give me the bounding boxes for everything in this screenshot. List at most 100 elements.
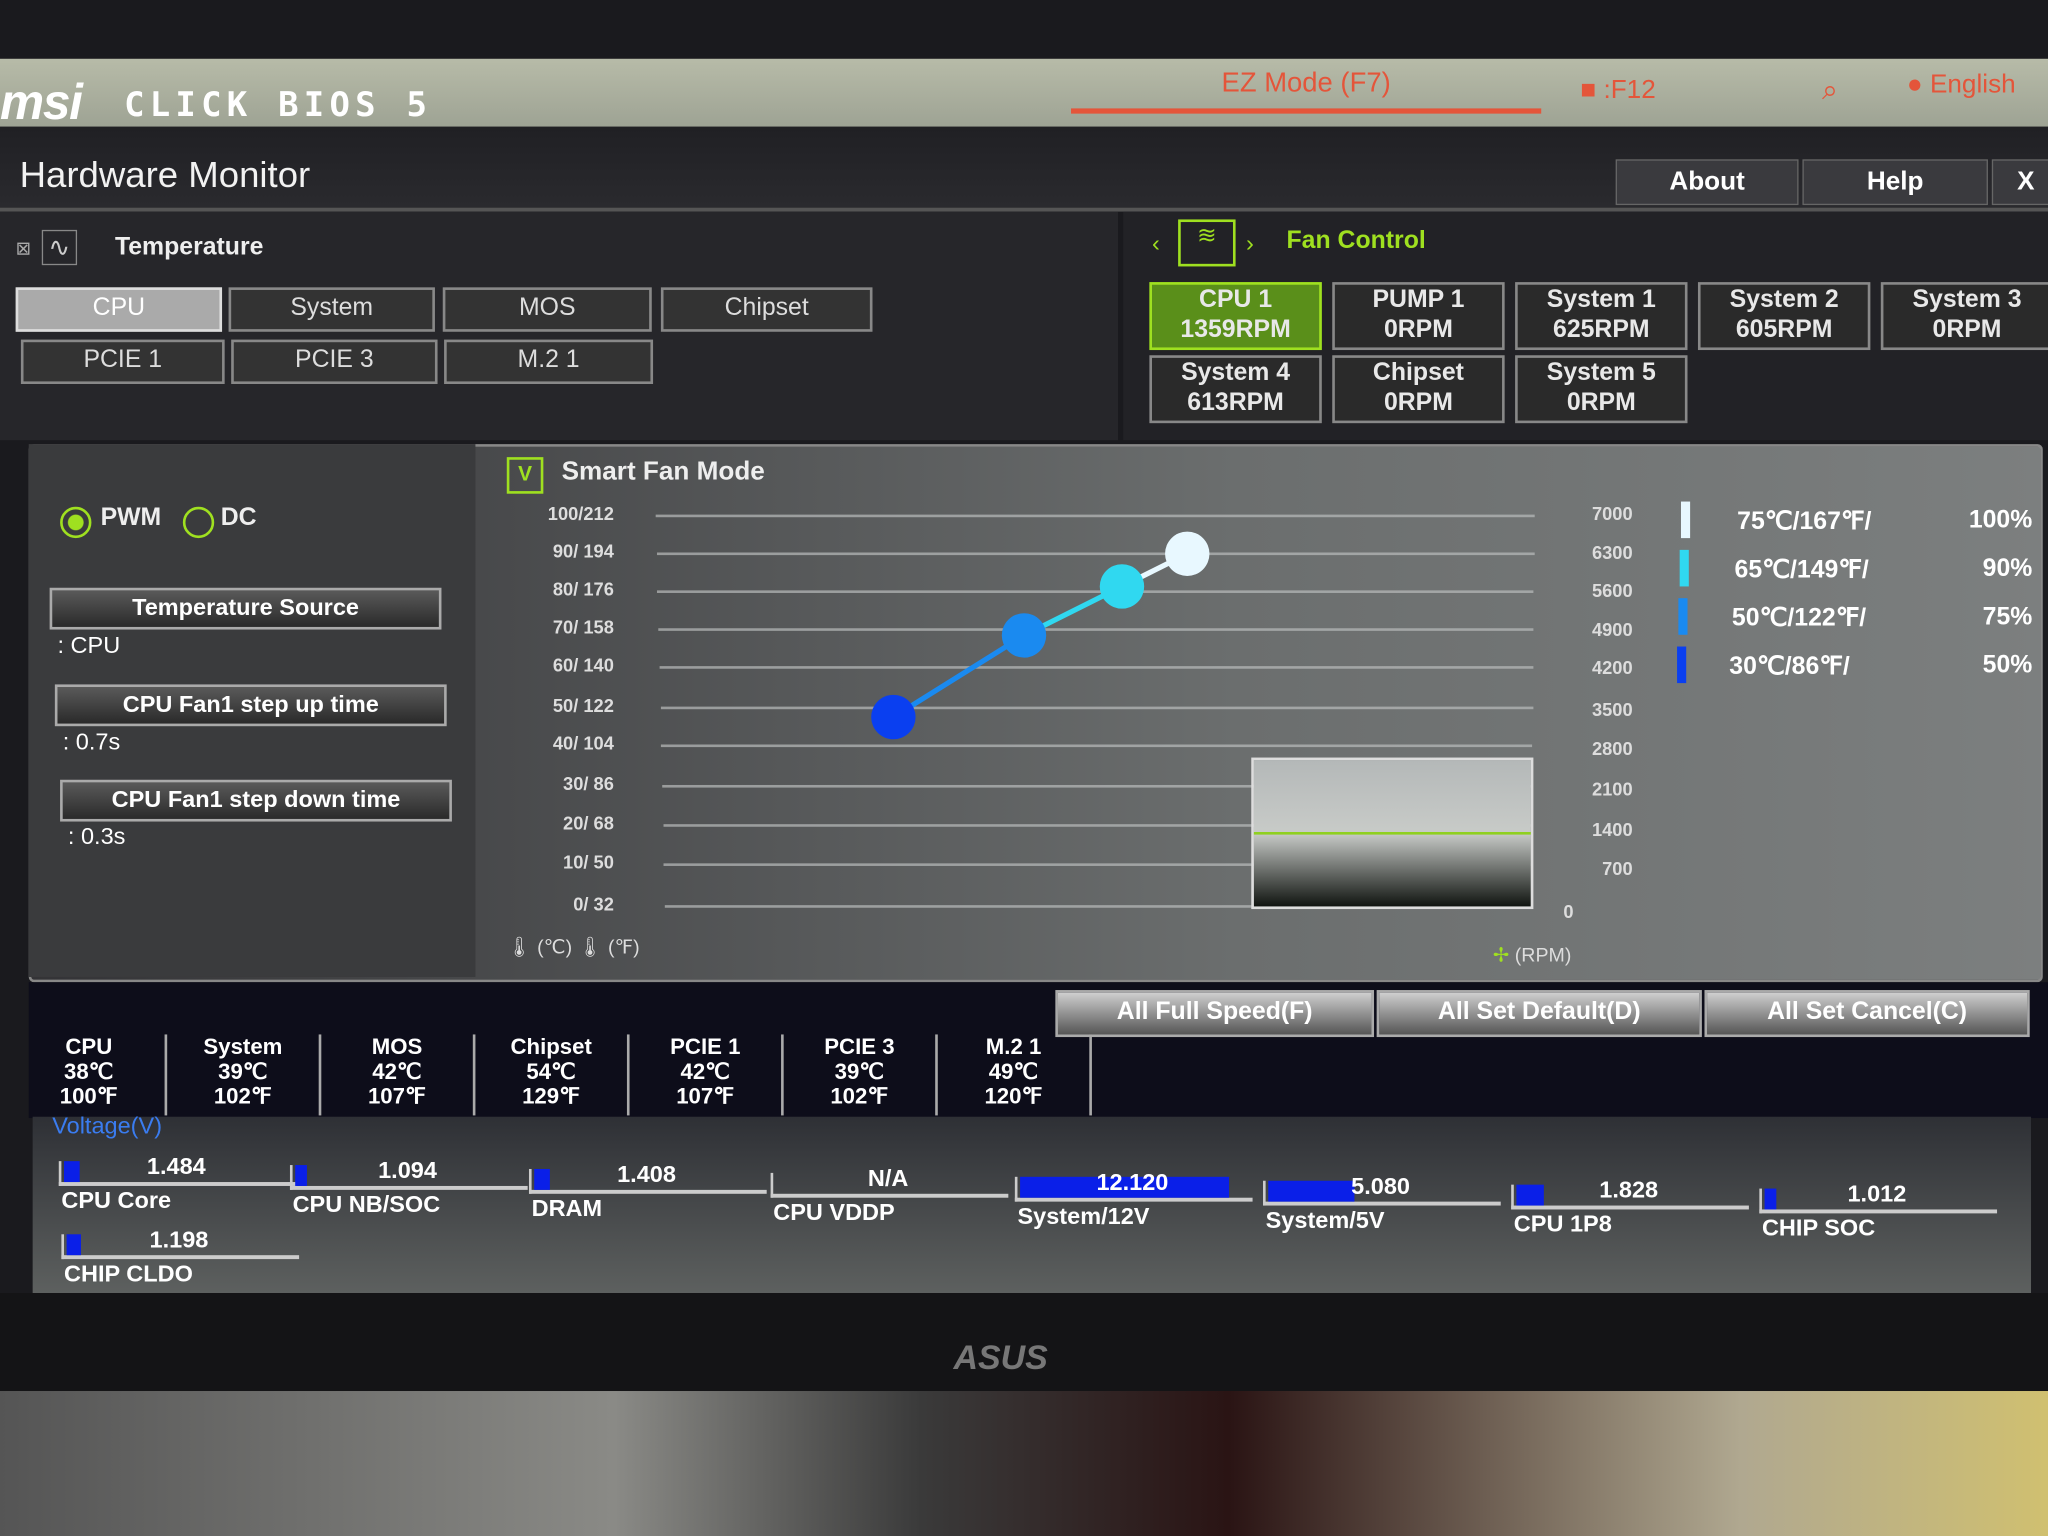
- next-arrow-icon[interactable]: ›: [1246, 229, 1254, 256]
- temperature-source-value: : CPU: [57, 632, 121, 659]
- readout-name: M.2 1: [985, 1034, 1042, 1060]
- fan-name: System 2: [1729, 286, 1839, 314]
- voltage-title: Voltage(V): [52, 1112, 163, 1139]
- legend-pct: 100%: [1968, 506, 2033, 535]
- msi-logo: msi: [0, 75, 83, 131]
- readout-c: 38℃: [63, 1059, 114, 1085]
- top-header-bar: [0, 58, 2048, 127]
- readout-f: 107℉: [676, 1084, 735, 1109]
- curve-point-handle[interactable]: [871, 694, 916, 740]
- temp-source-mos[interactable]: MOS: [442, 287, 652, 332]
- gridline: [662, 824, 1532, 827]
- gridline: [657, 590, 1534, 593]
- readout-name: PCIE 1: [670, 1034, 741, 1060]
- search-icon[interactable]: ⌕: [1822, 73, 1839, 106]
- help-button[interactable]: Help: [1802, 159, 1988, 206]
- collapse-icon[interactable]: ⊠: [15, 237, 31, 259]
- voltage-panel: Voltage(V) 1.484 CPU Core 1.094 CPU NB/SOC 1…: [32, 1113, 2032, 1294]
- legend-pct: 90%: [1982, 555, 2033, 583]
- all-set-default-button[interactable]: All Set Default(D): [1376, 990, 1702, 1038]
- readout-c: 39℃: [834, 1059, 885, 1085]
- fan-name: CPU 1: [1199, 286, 1273, 314]
- legend-bar: [1677, 646, 1687, 684]
- voltage-bar-fill: [63, 1161, 81, 1183]
- temp-source-pcie-1[interactable]: PCIE 1: [20, 339, 225, 384]
- page-title: Hardware Monitor: [19, 154, 311, 195]
- y-tick-right: 4200: [1591, 657, 1633, 679]
- voltage-bar: [1759, 1188, 1998, 1214]
- fan-name: System 1: [1546, 286, 1656, 314]
- close-button[interactable]: X: [1991, 159, 2048, 206]
- fan-rpm: 0RPM: [1383, 316, 1453, 344]
- voltage-bar-fill: [295, 1165, 307, 1186]
- voltage-label: CPU VDDP: [773, 1199, 895, 1226]
- fan-system-4[interactable]: System 4 613RPM: [1149, 355, 1322, 424]
- screenshot-button[interactable]: ■ :F12: [1580, 75, 1656, 105]
- temp-source-chipset[interactable]: Chipset: [660, 287, 873, 332]
- temp-source-pcie-3[interactable]: PCIE 3: [231, 339, 438, 384]
- pwm-radio[interactable]: [60, 506, 92, 539]
- voltage-bar-fill: [534, 1168, 551, 1190]
- step-down-time-button[interactable]: CPU Fan1 step down time: [60, 779, 452, 822]
- voltage-bar-fill: [1516, 1184, 1545, 1206]
- dc-radio[interactable]: [182, 506, 215, 539]
- y-tick-right: 700: [1602, 858, 1633, 880]
- legend-bar: [1679, 549, 1689, 587]
- fan-cpu-1[interactable]: CPU 1 1359RPM: [1149, 282, 1322, 351]
- about-button[interactable]: About: [1615, 159, 1799, 206]
- product-name: CLICK BIOS 5: [124, 86, 433, 126]
- voltage-cpu-nb-soc: 1.094 CPU NB/SOC: [289, 1157, 528, 1235]
- y-tick-left: 70/ 158: [552, 616, 614, 638]
- fan-pump-1[interactable]: PUMP 1 0RPM: [1332, 282, 1505, 351]
- temp-readout-pcie-3: PCIE 3 39℃ 102℉: [784, 1034, 938, 1116]
- fan-rpm: 0RPM: [1932, 316, 2002, 344]
- curve-point-handle[interactable]: [1099, 564, 1145, 609]
- y-tick-right: 6300: [1591, 541, 1633, 563]
- temp-readout-chipset: Chipset 54℃ 129℉: [475, 1034, 630, 1116]
- ez-mode-button[interactable]: EZ Mode (F7): [1071, 59, 1542, 114]
- temp-source-m-2-1[interactable]: M.2 1: [444, 339, 654, 384]
- curve-point-handle[interactable]: [1165, 531, 1210, 576]
- fan-chipset[interactable]: Chipset 0RPM: [1332, 355, 1505, 424]
- y-tick-left: 90/ 194: [552, 540, 614, 562]
- readout-name: Chipset: [510, 1034, 592, 1060]
- fan-system-3[interactable]: System 3 0RPM: [1880, 282, 2048, 351]
- temperature-panel: ⊠ ∿ Temperature CPU System MOS Chipset PCIE …: [0, 211, 1119, 441]
- fan-rpm: 0RPM: [1383, 389, 1453, 417]
- fan-curve-chart[interactable]: 100/212 7000 90/ 194 6300 80/ 176 5600 70/ 158…: [0, 0, 2048, 993]
- temperature-source-button[interactable]: Temperature Source: [49, 587, 442, 630]
- fan-system-2[interactable]: System 2 605RPM: [1697, 282, 1871, 351]
- curve-point-handle[interactable]: [1001, 613, 1047, 658]
- step-up-time-button[interactable]: CPU Fan1 step up time: [54, 684, 447, 727]
- fan-rpm: 613RPM: [1187, 389, 1284, 417]
- y-tick-left: 40/ 104: [552, 732, 614, 754]
- globe-icon: ●: [1906, 70, 1930, 100]
- voltage-label: CHIP CLDO: [63, 1260, 193, 1287]
- y-tick-left: 100/212: [547, 502, 614, 524]
- fan-system-1[interactable]: System 1 625RPM: [1515, 282, 1688, 351]
- voltage-value: 1.828: [1599, 1176, 1659, 1203]
- temp-readout-m-2-1: M.2 1 49℃ 120℉: [938, 1034, 1092, 1116]
- voltage-value: N/A: [867, 1165, 909, 1192]
- voltage-chip-cldo: 1.198 CHIP CLDO: [61, 1226, 300, 1304]
- readout-c: 42℃: [680, 1059, 731, 1085]
- camera-icon: ■: [1580, 75, 1604, 105]
- y-tick-left: 10/ 50: [563, 851, 614, 873]
- realtime-monitor-graph: [1251, 757, 1534, 910]
- readout-c: 39℃: [218, 1059, 268, 1085]
- y-tick-right: 4900: [1591, 618, 1633, 640]
- y-tick-left: 0/ 32: [573, 893, 614, 915]
- temp-readout-cpu: CPU 38℃ 100℉: [13, 1034, 168, 1116]
- all-full-speed-button[interactable]: All Full Speed(F): [1055, 990, 1375, 1038]
- temp-source-cpu[interactable]: CPU: [15, 287, 223, 332]
- gridline: [662, 784, 1532, 788]
- language-button[interactable]: ● English: [1907, 71, 2016, 101]
- voltage-dram: 1.408 DRAM: [528, 1161, 767, 1239]
- all-set-cancel-button[interactable]: All Set Cancel(C): [1704, 990, 2030, 1038]
- temp-source-system[interactable]: System: [228, 287, 435, 332]
- readout-c: 49℃: [988, 1059, 1039, 1085]
- prev-arrow-icon[interactable]: ‹: [1151, 229, 1160, 256]
- smart-fan-checkbox[interactable]: V: [506, 457, 544, 494]
- readout-f: 129℉: [522, 1084, 581, 1109]
- fan-system-5[interactable]: System 5 0RPM: [1515, 355, 1688, 424]
